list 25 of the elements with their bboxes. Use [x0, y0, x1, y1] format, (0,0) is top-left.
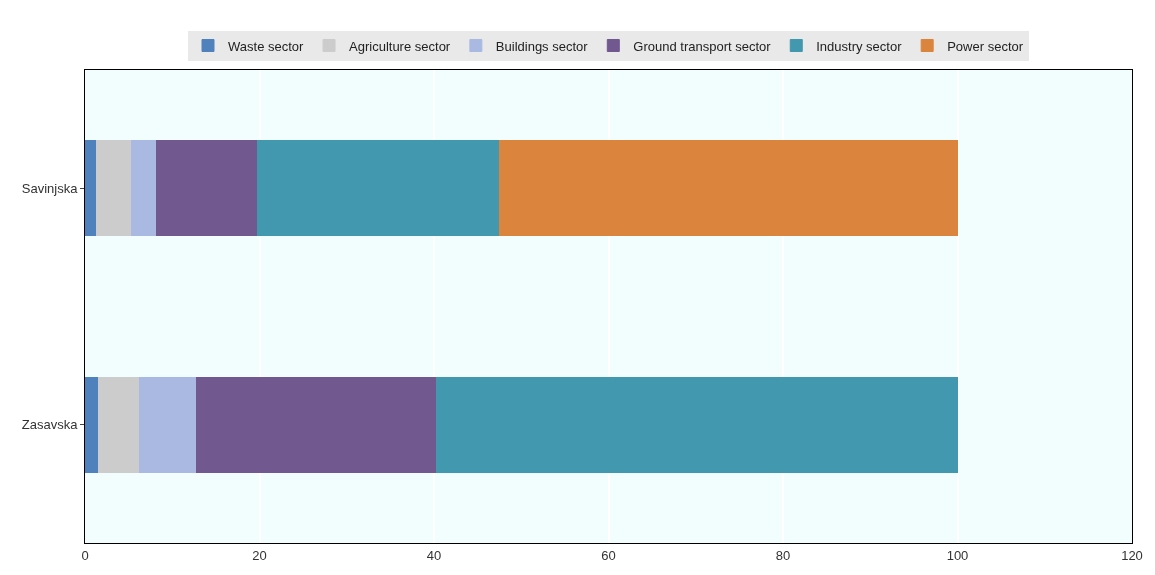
legend-label: Industry sector	[816, 38, 903, 54]
bar	[95, 140, 132, 237]
legend-label: Power sector	[947, 38, 1024, 54]
x-tick-label: 40	[426, 547, 442, 563]
legend-label: Waste sector	[228, 38, 305, 54]
x-tick-label: 20	[252, 547, 267, 563]
x-tick-label: 100	[946, 547, 969, 563]
bar	[97, 376, 141, 473]
bar	[139, 376, 198, 473]
bar	[196, 376, 438, 473]
bar	[156, 140, 259, 237]
bar	[85, 140, 97, 237]
bar	[436, 376, 958, 473]
x-tick-label: 120	[1121, 547, 1143, 563]
x-tick-label: 60	[601, 547, 616, 563]
y-tick-label: Zasavska	[21, 417, 79, 433]
x-tick-label: 0	[81, 547, 89, 563]
x-tick-label: 80	[775, 547, 791, 563]
bar	[498, 140, 958, 237]
bar	[130, 140, 158, 237]
legend-label: Ground transport sector	[633, 38, 772, 54]
legend-label: Agriculture sector	[349, 38, 451, 54]
legend-label: Buildings sector	[495, 38, 589, 54]
y-tick-label: Savinjska	[21, 180, 79, 196]
bar	[257, 140, 500, 237]
